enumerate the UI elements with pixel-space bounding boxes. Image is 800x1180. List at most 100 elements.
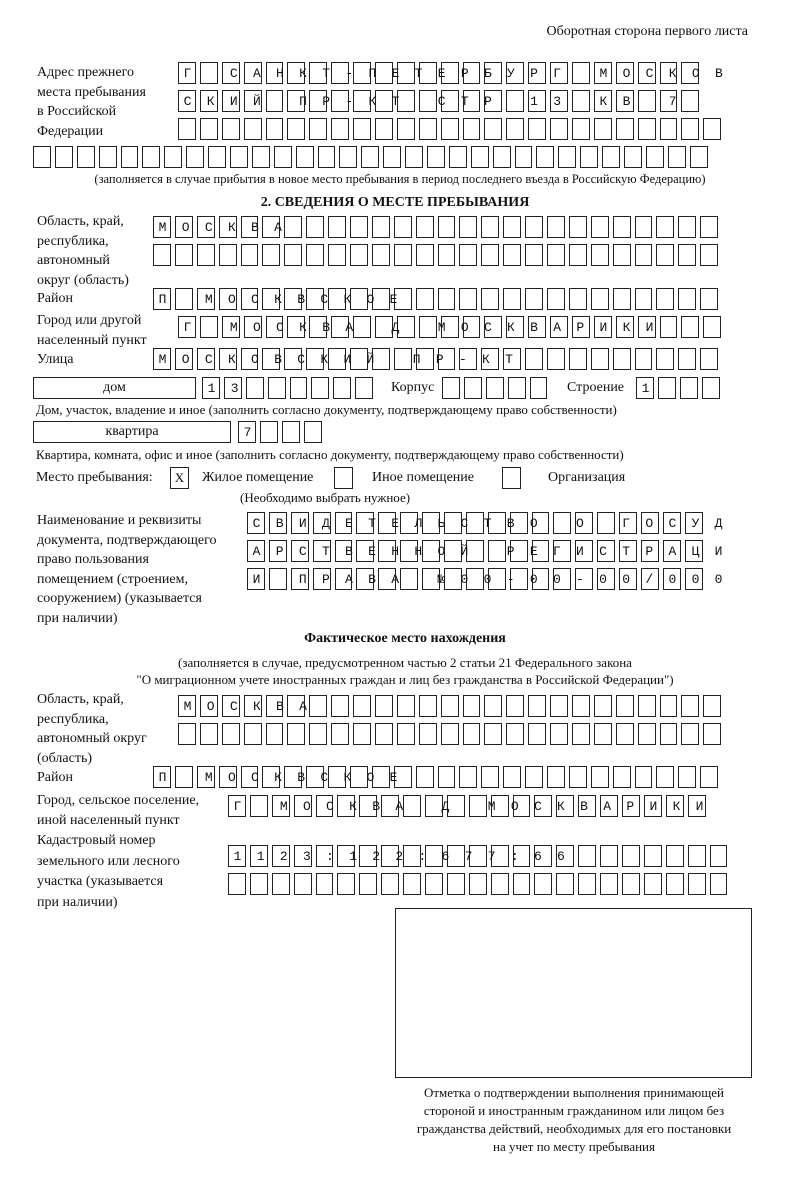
char-box[interactable] bbox=[590, 244, 609, 266]
char-box[interactable] bbox=[268, 540, 287, 562]
char-box[interactable] bbox=[641, 568, 659, 590]
char-box[interactable] bbox=[503, 288, 522, 310]
char-box[interactable] bbox=[249, 845, 268, 867]
char-box[interactable] bbox=[590, 216, 609, 238]
char-box[interactable] bbox=[662, 540, 681, 562]
char-box[interactable] bbox=[468, 795, 487, 817]
char-box[interactable] bbox=[337, 845, 356, 867]
char-box[interactable] bbox=[442, 377, 460, 399]
char-box[interactable] bbox=[221, 90, 240, 112]
char-box[interactable] bbox=[422, 512, 441, 534]
char-box[interactable] bbox=[356, 540, 375, 562]
char-box[interactable] bbox=[600, 845, 619, 867]
char-box[interactable] bbox=[262, 216, 281, 238]
char-box[interactable] bbox=[597, 568, 616, 590]
char-box[interactable] bbox=[531, 568, 550, 590]
char-box[interactable] bbox=[228, 845, 246, 867]
char-box[interactable] bbox=[196, 244, 215, 266]
char-box[interactable] bbox=[485, 377, 504, 399]
char-box[interactable] bbox=[375, 695, 393, 717]
char-box[interactable] bbox=[459, 348, 478, 370]
char-box[interactable] bbox=[315, 845, 334, 867]
char-box[interactable] bbox=[637, 62, 656, 84]
char-box[interactable] bbox=[415, 216, 434, 238]
checkbox-residential[interactable]: X bbox=[170, 467, 189, 489]
char-box[interactable] bbox=[356, 512, 375, 534]
char-box[interactable] bbox=[525, 348, 544, 370]
char-box[interactable] bbox=[312, 540, 331, 562]
char-box[interactable] bbox=[249, 873, 268, 895]
char-box[interactable] bbox=[262, 288, 281, 310]
char-box[interactable] bbox=[284, 244, 303, 266]
char-box[interactable] bbox=[659, 723, 678, 745]
char-box[interactable] bbox=[665, 795, 684, 817]
char-box[interactable] bbox=[444, 568, 462, 590]
char-box[interactable] bbox=[700, 348, 719, 370]
char-box[interactable] bbox=[572, 723, 590, 745]
char-box[interactable] bbox=[287, 695, 306, 717]
char-box[interactable] bbox=[178, 118, 196, 140]
char-box[interactable] bbox=[590, 288, 609, 310]
char-box[interactable] bbox=[303, 421, 322, 443]
char-box[interactable] bbox=[243, 723, 262, 745]
char-box[interactable] bbox=[572, 62, 590, 84]
char-box[interactable] bbox=[637, 723, 656, 745]
char-box[interactable] bbox=[462, 723, 481, 745]
char-box[interactable] bbox=[659, 62, 678, 84]
char-box[interactable] bbox=[309, 723, 328, 745]
char-box[interactable] bbox=[178, 90, 196, 112]
char-box[interactable] bbox=[615, 62, 634, 84]
char-box[interactable] bbox=[54, 146, 73, 168]
char-box[interactable] bbox=[462, 62, 481, 84]
char-box[interactable] bbox=[700, 216, 719, 238]
char-box[interactable] bbox=[634, 216, 653, 238]
char-box[interactable] bbox=[622, 795, 640, 817]
char-box[interactable] bbox=[575, 512, 594, 534]
char-box[interactable] bbox=[328, 244, 347, 266]
char-box[interactable] bbox=[271, 873, 290, 895]
char-box[interactable] bbox=[174, 244, 193, 266]
char-box[interactable] bbox=[687, 845, 706, 867]
char-box[interactable] bbox=[334, 540, 353, 562]
char-box[interactable] bbox=[287, 62, 306, 84]
char-box[interactable] bbox=[415, 244, 434, 266]
char-box[interactable] bbox=[556, 845, 575, 867]
char-box[interactable] bbox=[315, 873, 334, 895]
char-box[interactable] bbox=[437, 348, 456, 370]
char-box[interactable] bbox=[333, 377, 352, 399]
char-box[interactable] bbox=[295, 146, 314, 168]
char-box[interactable] bbox=[221, 695, 240, 717]
char-box[interactable] bbox=[418, 723, 437, 745]
char-box[interactable] bbox=[528, 118, 547, 140]
char-box[interactable] bbox=[268, 512, 287, 534]
char-box[interactable] bbox=[293, 795, 312, 817]
char-box[interactable] bbox=[531, 512, 550, 534]
char-box[interactable] bbox=[306, 244, 325, 266]
char-box[interactable] bbox=[525, 766, 544, 788]
char-box[interactable] bbox=[240, 348, 259, 370]
char-box[interactable] bbox=[371, 216, 390, 238]
char-box[interactable] bbox=[309, 316, 328, 338]
char-box[interactable] bbox=[558, 146, 577, 168]
char-box[interactable] bbox=[268, 568, 287, 590]
char-box[interactable] bbox=[490, 795, 509, 817]
char-box[interactable] bbox=[356, 568, 375, 590]
char-box[interactable] bbox=[446, 873, 465, 895]
char-box[interactable] bbox=[359, 873, 378, 895]
char-box[interactable] bbox=[572, 90, 590, 112]
char-box[interactable] bbox=[228, 795, 246, 817]
char-box[interactable] bbox=[659, 118, 678, 140]
char-box[interactable] bbox=[337, 795, 356, 817]
char-box[interactable] bbox=[418, 90, 437, 112]
char-box[interactable] bbox=[575, 568, 594, 590]
char-box[interactable] bbox=[681, 695, 700, 717]
char-box[interactable] bbox=[572, 118, 590, 140]
char-box[interactable] bbox=[178, 316, 196, 338]
char-box[interactable] bbox=[459, 244, 478, 266]
char-box[interactable] bbox=[578, 845, 597, 867]
char-box[interactable] bbox=[375, 62, 393, 84]
char-box[interactable] bbox=[375, 316, 393, 338]
char-box[interactable] bbox=[525, 216, 544, 238]
char-box[interactable] bbox=[393, 766, 412, 788]
char-box[interactable] bbox=[350, 288, 368, 310]
